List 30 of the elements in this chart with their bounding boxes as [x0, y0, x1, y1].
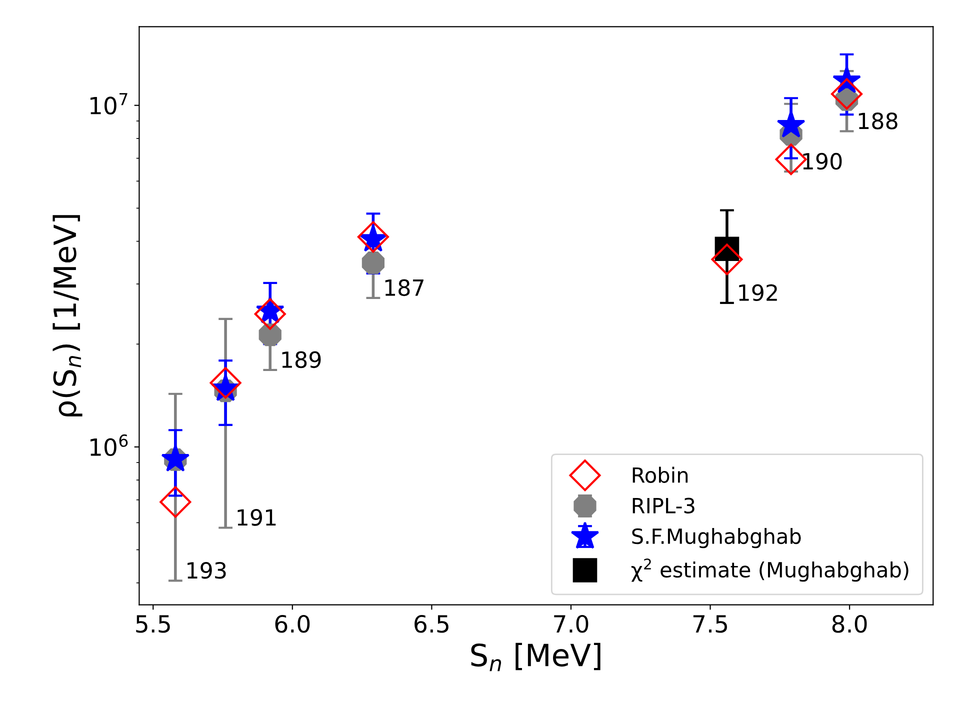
annotation: 187 — [385, 279, 424, 296]
x-tick-label: 7.5 — [693, 615, 727, 633]
legend-label: RIPL-3 — [632, 498, 694, 514]
point — [210, 367, 242, 399]
point — [160, 486, 192, 518]
annotation: 192 — [739, 284, 777, 302]
annotation: 189 — [282, 351, 321, 368]
x-tick-label: 8.0 — [832, 614, 867, 633]
x-tick-label: 5.5 — [136, 615, 170, 633]
y-tick-label: 10$^{7}$ — [90, 93, 128, 114]
point — [776, 110, 806, 138]
point — [161, 444, 190, 472]
x-tick-label: 7.0 — [554, 614, 588, 633]
x-tick-label: 6.0 — [275, 614, 310, 633]
point — [258, 323, 282, 346]
point — [830, 78, 863, 110]
legend-label: χ$^{2}$ estimate (Mughabghab) — [631, 558, 908, 582]
point — [711, 244, 743, 276]
annotation: 193 — [188, 562, 226, 579]
point — [254, 298, 286, 330]
x-axis-title: S$_{n}$ [MeV] — [471, 642, 600, 672]
point — [362, 251, 385, 274]
y-tick-label: 10$^{6}$ — [90, 434, 128, 456]
legend-label: S.F.Mughabghab — [632, 528, 801, 548]
y-axis-title: ρ(S$_{n}$) [1/MeV] — [52, 215, 82, 416]
annotation: 191 — [238, 509, 276, 526]
annotation: 190 — [803, 152, 842, 170]
annotation: 188 — [858, 112, 898, 130]
legend-label: Robin — [632, 466, 688, 483]
x-tick-label: 6.5 — [414, 614, 448, 633]
